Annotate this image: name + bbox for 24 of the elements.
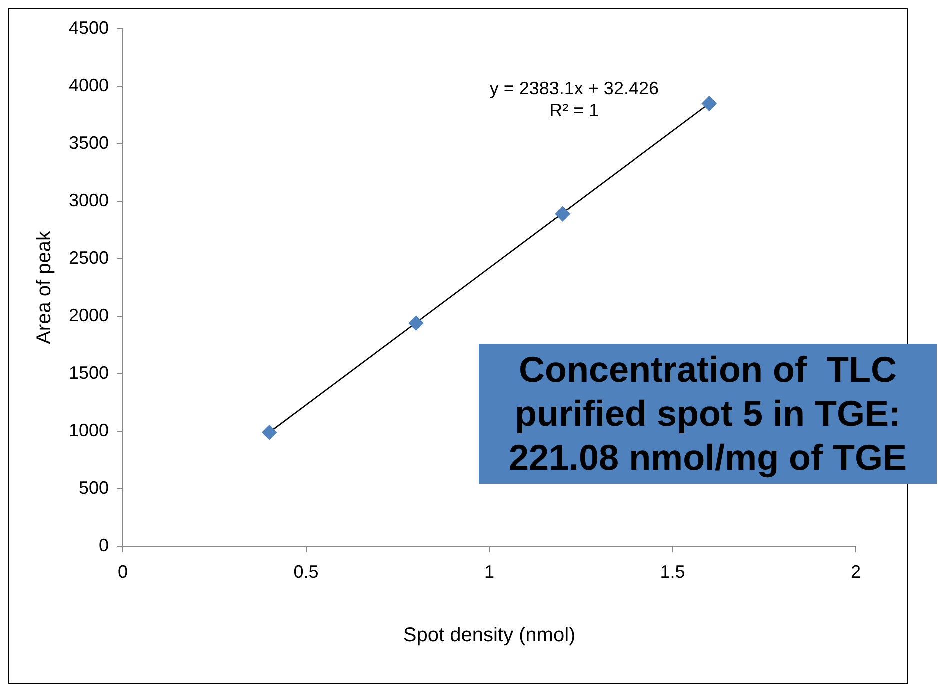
- y-tick-label: 4000: [68, 75, 110, 96]
- y-axis-title: Area of peak: [34, 230, 56, 344]
- annotation: y = 2383.1x + 32.426: [490, 78, 659, 99]
- y-tick-label: 1000: [68, 420, 110, 440]
- y-tick-label: 1500: [68, 362, 110, 383]
- x-axis-title: Spot density (nmol): [403, 624, 576, 647]
- y-tick-label: 0: [99, 535, 110, 556]
- x-tick-label: 0.5: [294, 562, 319, 582]
- y-tick-label: 500: [78, 478, 110, 498]
- point: [555, 206, 570, 222]
- y-tick-label: 3000: [68, 190, 110, 210]
- annotation: R² = 1: [550, 100, 600, 121]
- x-tick-label: 1.5: [660, 562, 686, 582]
- y-tick-label: 4500: [68, 18, 110, 38]
- y-tick-label: 3500: [68, 132, 110, 153]
- y-tick-label: 2500: [68, 248, 110, 268]
- annotation: Concentration of TLC purified spot 5 in TGE: 221.08 nmol/mg of TGE: [479, 344, 937, 484]
- x-tick-label: 2: [850, 562, 862, 582]
- x-tick-label: 0: [118, 562, 128, 582]
- point: [702, 96, 717, 112]
- x-tick-label: 1: [484, 562, 495, 582]
- point: [408, 316, 424, 331]
- point: [262, 425, 278, 440]
- y-tick-label: 2000: [68, 305, 110, 326]
